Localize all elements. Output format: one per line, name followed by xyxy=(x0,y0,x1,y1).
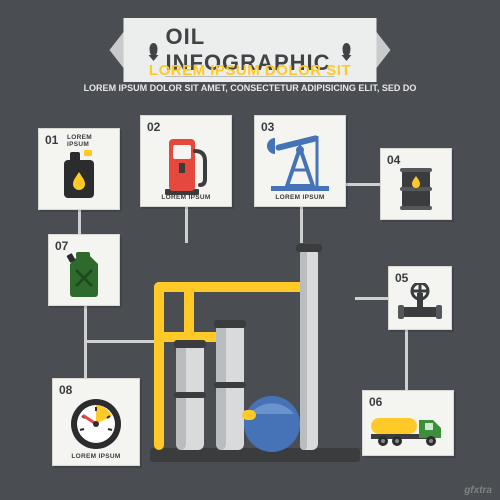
oil-canister-icon xyxy=(39,143,119,209)
oil-drop-icon xyxy=(343,43,351,57)
infographic-canvas: OIL INFOGRAPHIC LOREM IPSUM DOLOR SIT LO… xyxy=(0,0,500,500)
tile-04-oil-barrel: 04 xyxy=(380,148,452,220)
connector xyxy=(185,207,188,243)
tile-05-valve: 05 xyxy=(388,266,452,330)
tile-02-fuel-pump: 02 LOREM IPSUM xyxy=(140,115,232,207)
connector xyxy=(355,297,389,300)
jerry-can-icon xyxy=(49,245,119,305)
connector xyxy=(84,340,154,343)
subtitle-text: LOREM IPSUM DOLOR SIT xyxy=(0,62,500,79)
tile-03-pump-jack: 03 LOREM IPSUM xyxy=(254,115,346,207)
tile-caption: LOREM IPSUM xyxy=(141,194,231,201)
valve-icon xyxy=(389,277,451,329)
connector xyxy=(300,207,303,243)
connector xyxy=(346,183,380,186)
tile-08-gauge: 08 LOREM IPSUM xyxy=(52,378,140,466)
tile-07-jerry-can: 07 xyxy=(48,234,120,306)
tanker-truck-icon xyxy=(363,401,453,455)
watermark-text: gfxtra xyxy=(464,485,492,496)
oil-drop-icon xyxy=(150,43,158,57)
tile-01-oil-canister: 01 LOREM IPSUM xyxy=(38,128,120,210)
refinery-illustration xyxy=(150,242,360,468)
oil-barrel-icon xyxy=(381,159,451,219)
connector xyxy=(78,210,81,234)
tile-caption: LOREM IPSUM xyxy=(255,194,345,201)
connector xyxy=(405,330,408,390)
tile-06-tanker-truck: 06 xyxy=(362,390,454,456)
subtext: LOREM IPSUM DOLOR SIT AMET, CONSECTETUR … xyxy=(60,82,440,94)
tile-caption: LOREM IPSUM xyxy=(53,453,139,460)
